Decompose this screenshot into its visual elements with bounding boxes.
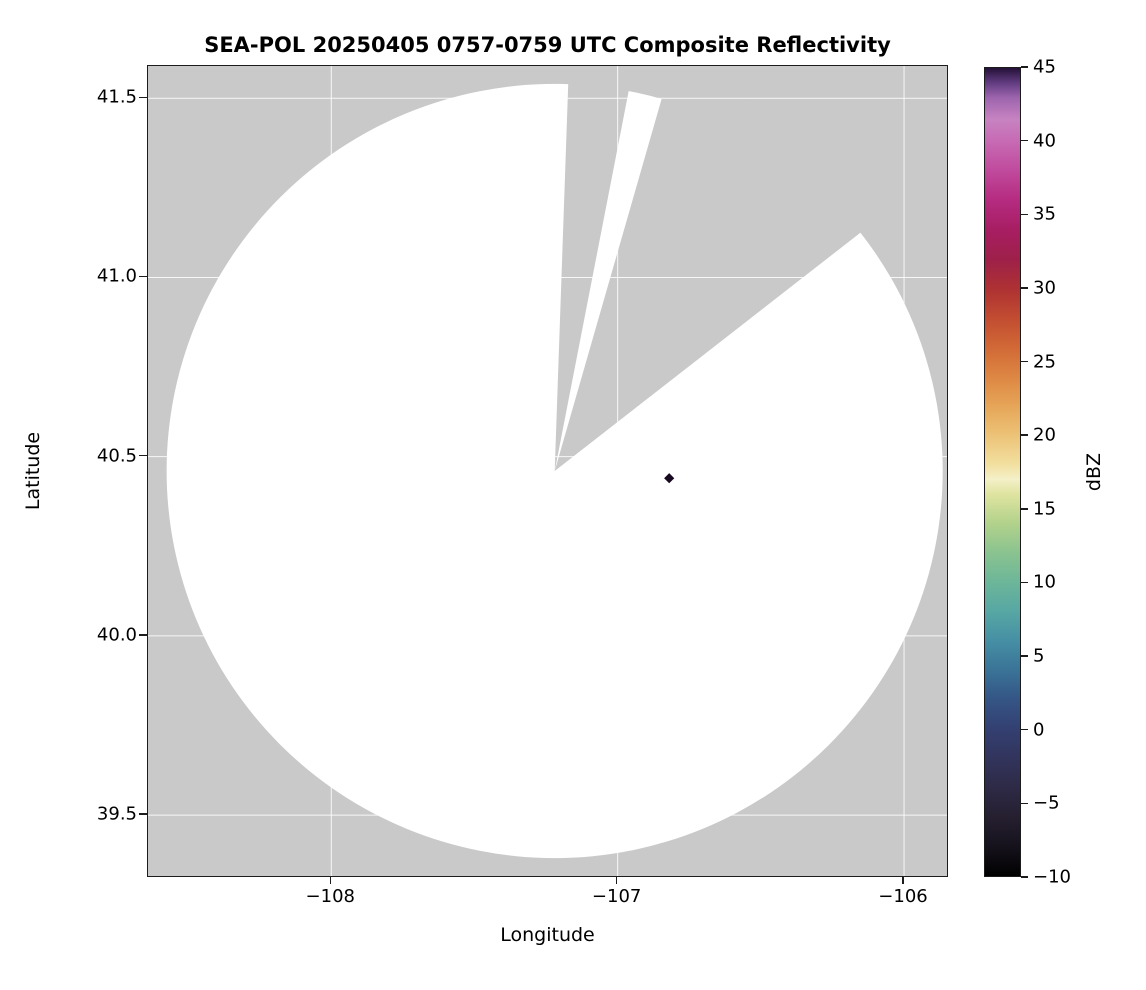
colorbar-tick-mark <box>1021 434 1028 436</box>
colorbar-tick-mark <box>1021 876 1028 878</box>
y-tick-mark <box>139 454 147 457</box>
x-tick-label: −108 <box>305 886 356 907</box>
blocked-sector <box>554 69 885 471</box>
colorbar-tick-mark <box>1021 66 1028 68</box>
colorbar-tick-mark <box>1021 213 1028 216</box>
y-tick-mark <box>139 96 147 98</box>
x-tick-label: −107 <box>591 886 642 907</box>
x-tick-mark <box>902 877 904 884</box>
y-tick-label: 39.5 <box>96 803 137 825</box>
y-tick-label: 41.0 <box>96 265 137 287</box>
y-tick-label: 41.5 <box>96 86 137 108</box>
colorbar-tick-label: 35 <box>1033 203 1056 225</box>
chart-title: SEA-POL 20250405 0757-0759 UTC Composite… <box>204 33 891 57</box>
x-tick-mark <box>615 877 618 884</box>
colorbar-tick-label: 40 <box>1033 130 1056 152</box>
colorbar <box>984 67 1021 877</box>
colorbar-tick-label: −5 <box>1033 792 1060 814</box>
colorbar-tick-label: 30 <box>1033 277 1056 299</box>
colorbar-tick-label: 45 <box>1033 56 1056 78</box>
colorbar-tick-label: 10 <box>1033 571 1056 593</box>
colorbar-tick-label: 25 <box>1033 351 1056 373</box>
y-tick-mark <box>139 813 147 815</box>
x-tick-mark <box>329 877 332 884</box>
plot-area <box>147 65 948 877</box>
x-tick-label: −106 <box>878 886 928 907</box>
colorbar-tick-mark <box>1021 581 1028 584</box>
colorbar-tick-mark <box>1021 139 1028 142</box>
colorbar-tick-mark <box>1021 728 1028 731</box>
colorbar-tick-mark <box>1021 360 1028 363</box>
colorbar-tick-mark <box>1021 802 1028 805</box>
colorbar-tick-label: 15 <box>1033 498 1056 520</box>
y-tick-label: 40.0 <box>96 624 137 646</box>
x-axis-label: Longitude <box>500 924 595 946</box>
y-tick-mark <box>139 275 147 278</box>
colorbar-tick-mark <box>1021 655 1028 657</box>
colorbar-tick-label: −10 <box>1033 866 1071 888</box>
y-axis-label: Latitude <box>22 431 44 511</box>
colorbar-tick-label: 0 <box>1033 719 1045 741</box>
colorbar-label: dBZ <box>1083 452 1105 492</box>
colorbar-tick-mark <box>1021 508 1028 510</box>
radar-coverage-plot <box>148 66 947 876</box>
y-tick-label: 40.5 <box>96 445 137 467</box>
y-tick-mark <box>139 634 147 636</box>
colorbar-tick-label: 5 <box>1033 645 1045 667</box>
colorbar-tick-mark <box>1021 287 1028 289</box>
colorbar-tick-label: 20 <box>1033 424 1056 446</box>
